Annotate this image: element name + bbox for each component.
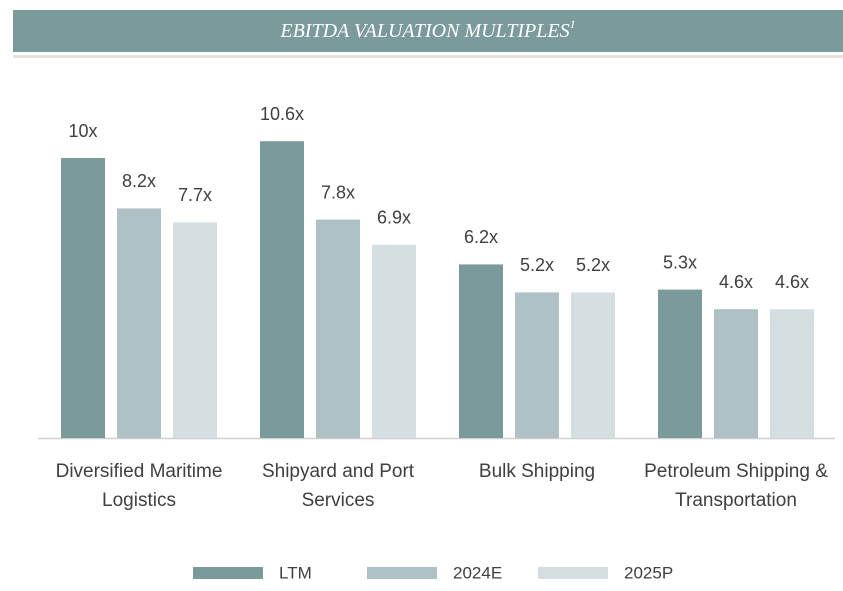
title-text: EBITDA VALUATION MULTIPLES (279, 20, 569, 42)
bar (770, 309, 814, 438)
bar (61, 158, 105, 438)
value-label: 4.6x (775, 272, 809, 292)
title-footnote: 1 (570, 17, 576, 31)
value-label: 7.7x (178, 185, 212, 205)
x-tick-label-line: Transportation (675, 490, 797, 511)
legend-swatch (367, 567, 437, 579)
title-rule (13, 55, 843, 58)
x-tick-label: Diversified Maritime Logistics (56, 461, 223, 511)
legend-label: 2024E (453, 563, 502, 582)
title-banner (13, 10, 843, 52)
value-label: 8.2x (122, 171, 156, 191)
bar (372, 244, 416, 438)
bar (173, 222, 217, 438)
legend-label: 2025P (624, 563, 673, 582)
bar (571, 292, 615, 438)
value-label: 5.3x (663, 252, 697, 272)
legend-swatch (193, 567, 263, 579)
bar (515, 292, 559, 438)
x-tick-label-line: Petroleum Shipping & (644, 461, 828, 482)
bar (714, 309, 758, 438)
x-tick-label: Shipyard and Port Services (262, 461, 415, 511)
legend-label: LTM (279, 563, 312, 582)
x-tick-label-line: Diversified Maritime (56, 461, 223, 482)
value-label: 10.6x (260, 104, 304, 124)
x-tick-label-line: Services (302, 490, 375, 511)
value-label: 5.2x (576, 255, 610, 275)
value-label: 6.9x (377, 208, 411, 228)
bar (260, 141, 304, 438)
value-label: 10x (68, 121, 97, 141)
bar (316, 219, 360, 438)
legend-swatch (538, 567, 608, 579)
value-label: 7.8x (321, 182, 355, 202)
x-tick-label: Petroleum Shipping & Transportation (644, 461, 828, 511)
value-label: 5.2x (520, 255, 554, 275)
value-label: 4.6x (719, 272, 753, 292)
chart-title: EBITDA VALUATION MULTIPLES1 (279, 17, 575, 42)
bar (117, 208, 161, 438)
bar (459, 264, 503, 438)
x-tick-label-line: Logistics (102, 490, 176, 511)
x-tick-label: Bulk Shipping (479, 461, 595, 482)
bar (658, 289, 702, 438)
value-label: 6.2x (464, 227, 498, 247)
x-tick-label-line: Shipyard and Port (262, 461, 415, 482)
